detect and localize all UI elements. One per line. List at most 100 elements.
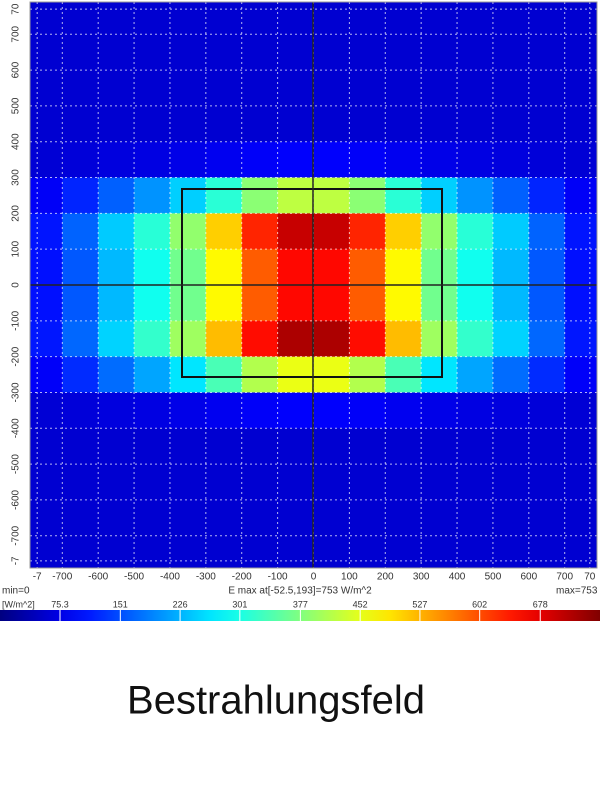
heat-cell bbox=[421, 356, 458, 393]
y-tick-label: 0 bbox=[11, 282, 22, 288]
heat-cell bbox=[421, 535, 458, 569]
x-tick-label: 500 bbox=[485, 572, 502, 583]
heat-cell bbox=[241, 535, 279, 569]
heat-cell bbox=[457, 249, 494, 286]
heat-cell bbox=[205, 249, 243, 286]
y-tick-label: 100 bbox=[11, 240, 22, 257]
colorbar-tick-label: 226 bbox=[173, 599, 188, 609]
heat-cell bbox=[492, 213, 530, 250]
x-tick-label: 100 bbox=[341, 572, 358, 583]
heat-cell bbox=[62, 177, 99, 214]
heat-cell bbox=[30, 249, 63, 286]
heat-cell bbox=[385, 356, 422, 393]
heat-cell bbox=[385, 320, 422, 358]
heat-cell bbox=[313, 177, 350, 214]
heat-cell bbox=[564, 249, 598, 286]
heat-cell bbox=[169, 499, 207, 537]
heat-cell bbox=[564, 177, 598, 214]
heat-cell bbox=[313, 535, 350, 569]
heat-cell bbox=[98, 177, 135, 214]
heat-cell bbox=[277, 464, 314, 501]
heat-cell bbox=[421, 177, 458, 214]
heat-cell bbox=[313, 2, 350, 35]
heat-cell bbox=[169, 105, 207, 143]
heat-cell bbox=[349, 213, 386, 250]
heat-cell bbox=[385, 70, 422, 107]
heat-cell bbox=[30, 70, 63, 107]
heat-cell bbox=[564, 34, 598, 71]
heat-cell bbox=[62, 141, 99, 179]
heat-cell bbox=[277, 177, 314, 214]
heat-cell bbox=[492, 535, 530, 569]
heat-cell bbox=[277, 249, 314, 286]
heat-cell bbox=[421, 392, 458, 429]
heat-cell bbox=[134, 356, 171, 393]
x-tick-label: -7 bbox=[33, 572, 42, 583]
heat-cell bbox=[134, 70, 171, 107]
heat-cell bbox=[564, 2, 598, 35]
heat-cell bbox=[457, 464, 494, 501]
heat-cell bbox=[313, 34, 350, 71]
heat-cell bbox=[62, 285, 99, 322]
heat-cell bbox=[98, 428, 135, 465]
heat-cell bbox=[528, 535, 566, 569]
heat-cell bbox=[205, 34, 243, 71]
x-tick-label: 0 bbox=[311, 572, 317, 583]
heat-cell bbox=[205, 105, 243, 143]
heat-cell bbox=[564, 356, 598, 393]
heat-cell bbox=[169, 535, 207, 569]
heat-cell bbox=[492, 285, 530, 322]
heat-cell bbox=[277, 535, 314, 569]
heat-cell bbox=[528, 249, 566, 286]
heat-cell bbox=[98, 392, 135, 429]
heat-cell bbox=[62, 464, 99, 501]
heat-cell bbox=[564, 70, 598, 107]
heat-cell bbox=[385, 535, 422, 569]
heat-cell bbox=[98, 356, 135, 393]
heat-cell bbox=[241, 34, 279, 71]
heat-cell bbox=[421, 2, 458, 35]
heat-cell bbox=[134, 428, 171, 465]
heat-cell bbox=[62, 535, 99, 569]
heat-cell bbox=[385, 213, 422, 250]
colorbar-tick-label: 151 bbox=[113, 599, 128, 609]
heat-cell bbox=[457, 356, 494, 393]
heat-cell bbox=[134, 249, 171, 286]
heat-cell bbox=[30, 2, 63, 35]
heat-cell bbox=[421, 70, 458, 107]
colorbar-tick-label: 602 bbox=[472, 599, 487, 609]
heat-cell bbox=[205, 464, 243, 501]
heat-cell bbox=[457, 285, 494, 322]
colorbar bbox=[0, 610, 600, 621]
heat-cell bbox=[98, 141, 135, 179]
x-tick-label: 600 bbox=[520, 572, 537, 583]
heat-cell bbox=[528, 34, 566, 71]
heat-cell bbox=[349, 70, 386, 107]
heat-cell bbox=[134, 320, 171, 358]
heat-cell bbox=[169, 70, 207, 107]
heat-cell bbox=[30, 464, 63, 501]
heat-cell bbox=[62, 356, 99, 393]
heat-cell bbox=[134, 213, 171, 250]
heat-cell bbox=[492, 70, 530, 107]
heat-cell bbox=[134, 499, 171, 537]
heat-cell bbox=[313, 392, 350, 429]
heat-cell bbox=[457, 141, 494, 179]
heat-cell bbox=[98, 499, 135, 537]
heat-cell bbox=[457, 177, 494, 214]
heat-cell bbox=[62, 70, 99, 107]
heat-cell bbox=[30, 105, 63, 143]
heat-cell bbox=[169, 213, 207, 250]
heat-cell bbox=[313, 428, 350, 465]
heat-cell bbox=[98, 249, 135, 286]
x-tick-label: -400 bbox=[160, 572, 180, 583]
x-tick-label: -300 bbox=[196, 572, 216, 583]
heat-cell bbox=[205, 285, 243, 322]
heat-cell bbox=[134, 464, 171, 501]
heat-cell bbox=[564, 141, 598, 179]
x-tick-label: -700 bbox=[52, 572, 72, 583]
heat-cell bbox=[241, 105, 279, 143]
heat-cell bbox=[205, 213, 243, 250]
heat-cell bbox=[385, 34, 422, 71]
